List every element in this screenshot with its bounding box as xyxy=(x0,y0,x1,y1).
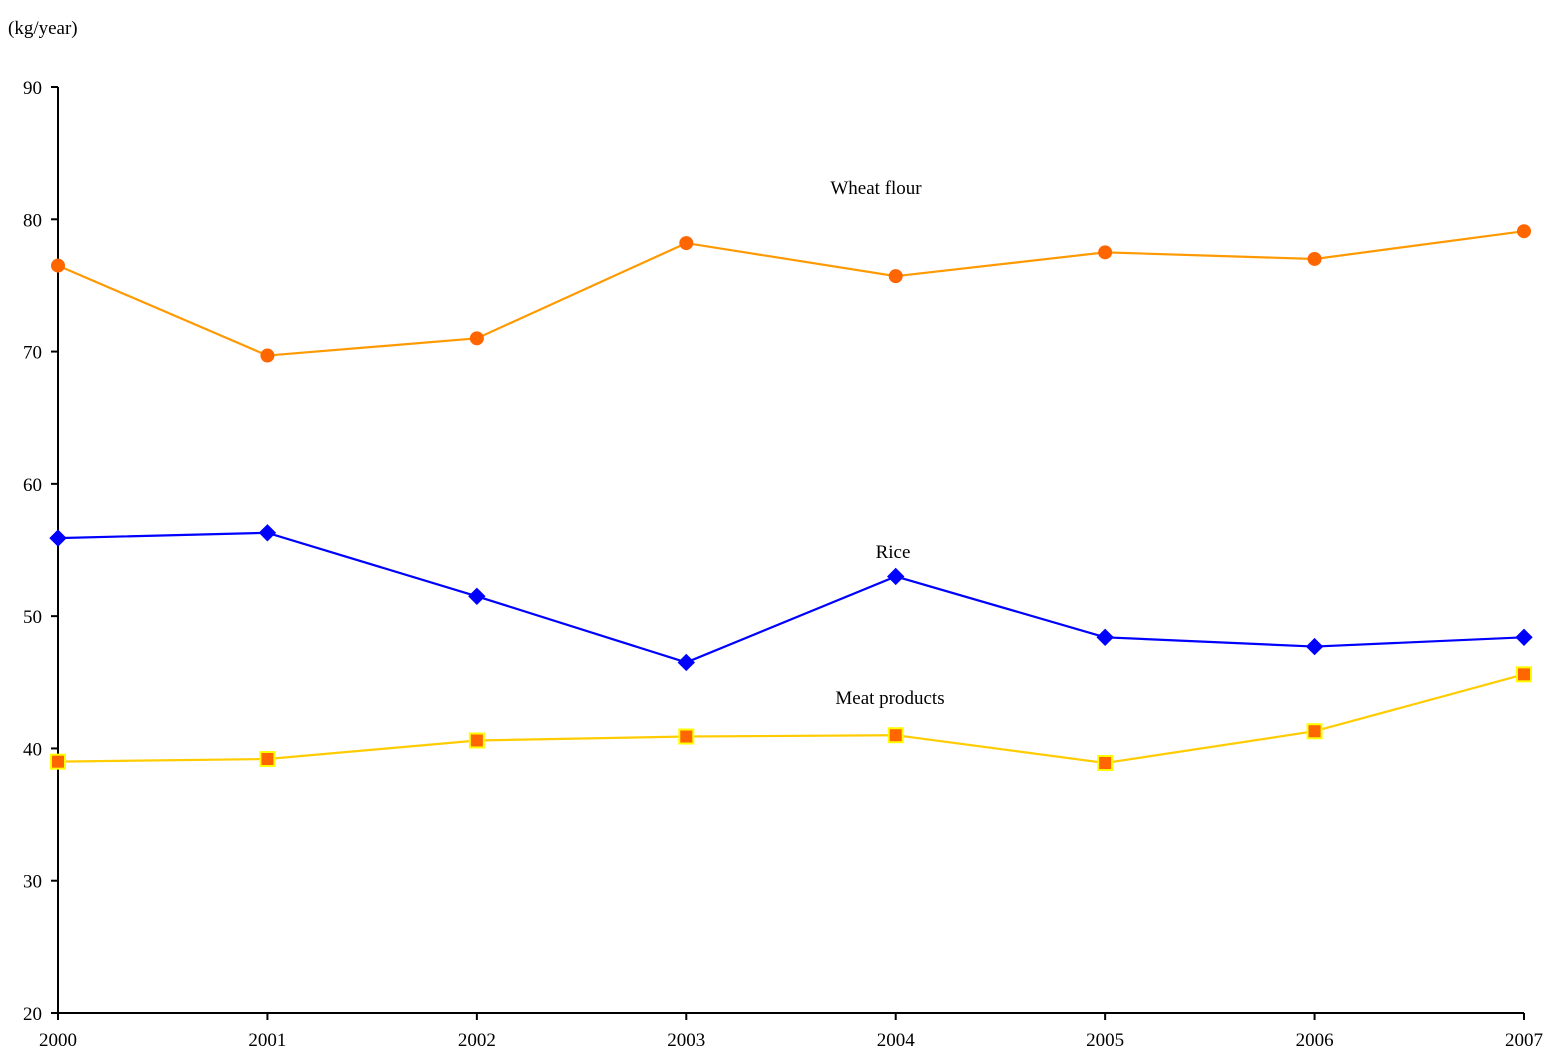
x-tick-label: 2005 xyxy=(1086,1030,1124,1051)
data-point-rice xyxy=(258,524,277,542)
x-tick-label: 2006 xyxy=(1296,1030,1334,1051)
data-point-wheat-flour xyxy=(679,236,694,251)
data-point-wheat-flour xyxy=(469,331,484,346)
data-point-meat-products xyxy=(468,732,485,749)
data-point-rice xyxy=(49,529,67,547)
series-wheat-flour xyxy=(51,224,1531,363)
data-point-meat-products xyxy=(1306,723,1323,740)
series-label-wheat-flour: Wheat flour xyxy=(830,178,922,199)
data-point-meat-products xyxy=(678,728,695,745)
y-tick-label: 80 xyxy=(23,210,42,231)
y-tick-label: 20 xyxy=(23,1004,42,1025)
data-point-rice xyxy=(1096,628,1114,647)
data-point-rice xyxy=(677,653,695,672)
y-tick-label: 30 xyxy=(23,872,42,893)
data-point-rice xyxy=(1515,628,1533,647)
data-point-wheat-flour xyxy=(888,269,903,284)
data-point-rice xyxy=(1305,637,1324,656)
data-point-meat-products xyxy=(1516,666,1532,683)
x-tick-label: 2000 xyxy=(39,1030,77,1051)
data-point-wheat-flour xyxy=(1098,245,1113,260)
series-labels: Wheat flour Rice Meat products xyxy=(830,178,944,709)
x-tick-label: 2002 xyxy=(458,1030,496,1051)
series-label-rice: Rice xyxy=(876,542,911,563)
y-tick-label: 70 xyxy=(23,343,42,364)
data-point-rice xyxy=(887,567,905,586)
data-point-wheat-flour xyxy=(51,258,65,273)
series-meat-products xyxy=(50,666,1532,771)
y-tick-label: 60 xyxy=(23,475,42,496)
y-axis-unit-label: (kg/year) xyxy=(8,18,78,39)
data-point-wheat-flour xyxy=(1307,251,1322,266)
data-point-meat-products xyxy=(259,751,276,768)
x-tick-label: 2003 xyxy=(667,1030,705,1051)
x-tick-label: 2007 xyxy=(1505,1030,1543,1051)
series-line-rice xyxy=(57,531,1525,664)
axes: 20 30 40 50 60 70 80 90 2000 2001 2002 2003 2004 2005… xyxy=(23,78,1543,1051)
data-point-meat-products xyxy=(887,727,904,744)
x-tick-label: 2001 xyxy=(248,1030,286,1051)
data-point-wheat-flour xyxy=(260,348,275,363)
y-tick-label: 40 xyxy=(23,739,42,760)
data-point-meat-products xyxy=(50,753,66,770)
y-tick-label: 90 xyxy=(23,78,42,99)
series-rice xyxy=(49,524,1533,672)
data-point-rice xyxy=(468,587,486,606)
series-line-meat-products xyxy=(57,673,1525,765)
series-layer xyxy=(49,224,1533,771)
series-label-meat-products: Meat products xyxy=(835,688,944,709)
data-point-meat-products xyxy=(1097,754,1114,771)
y-tick-label: 50 xyxy=(23,607,42,628)
data-point-wheat-flour xyxy=(1517,224,1531,239)
x-tick-label: 2004 xyxy=(877,1030,916,1051)
series-line-wheat-flour xyxy=(57,230,1525,357)
